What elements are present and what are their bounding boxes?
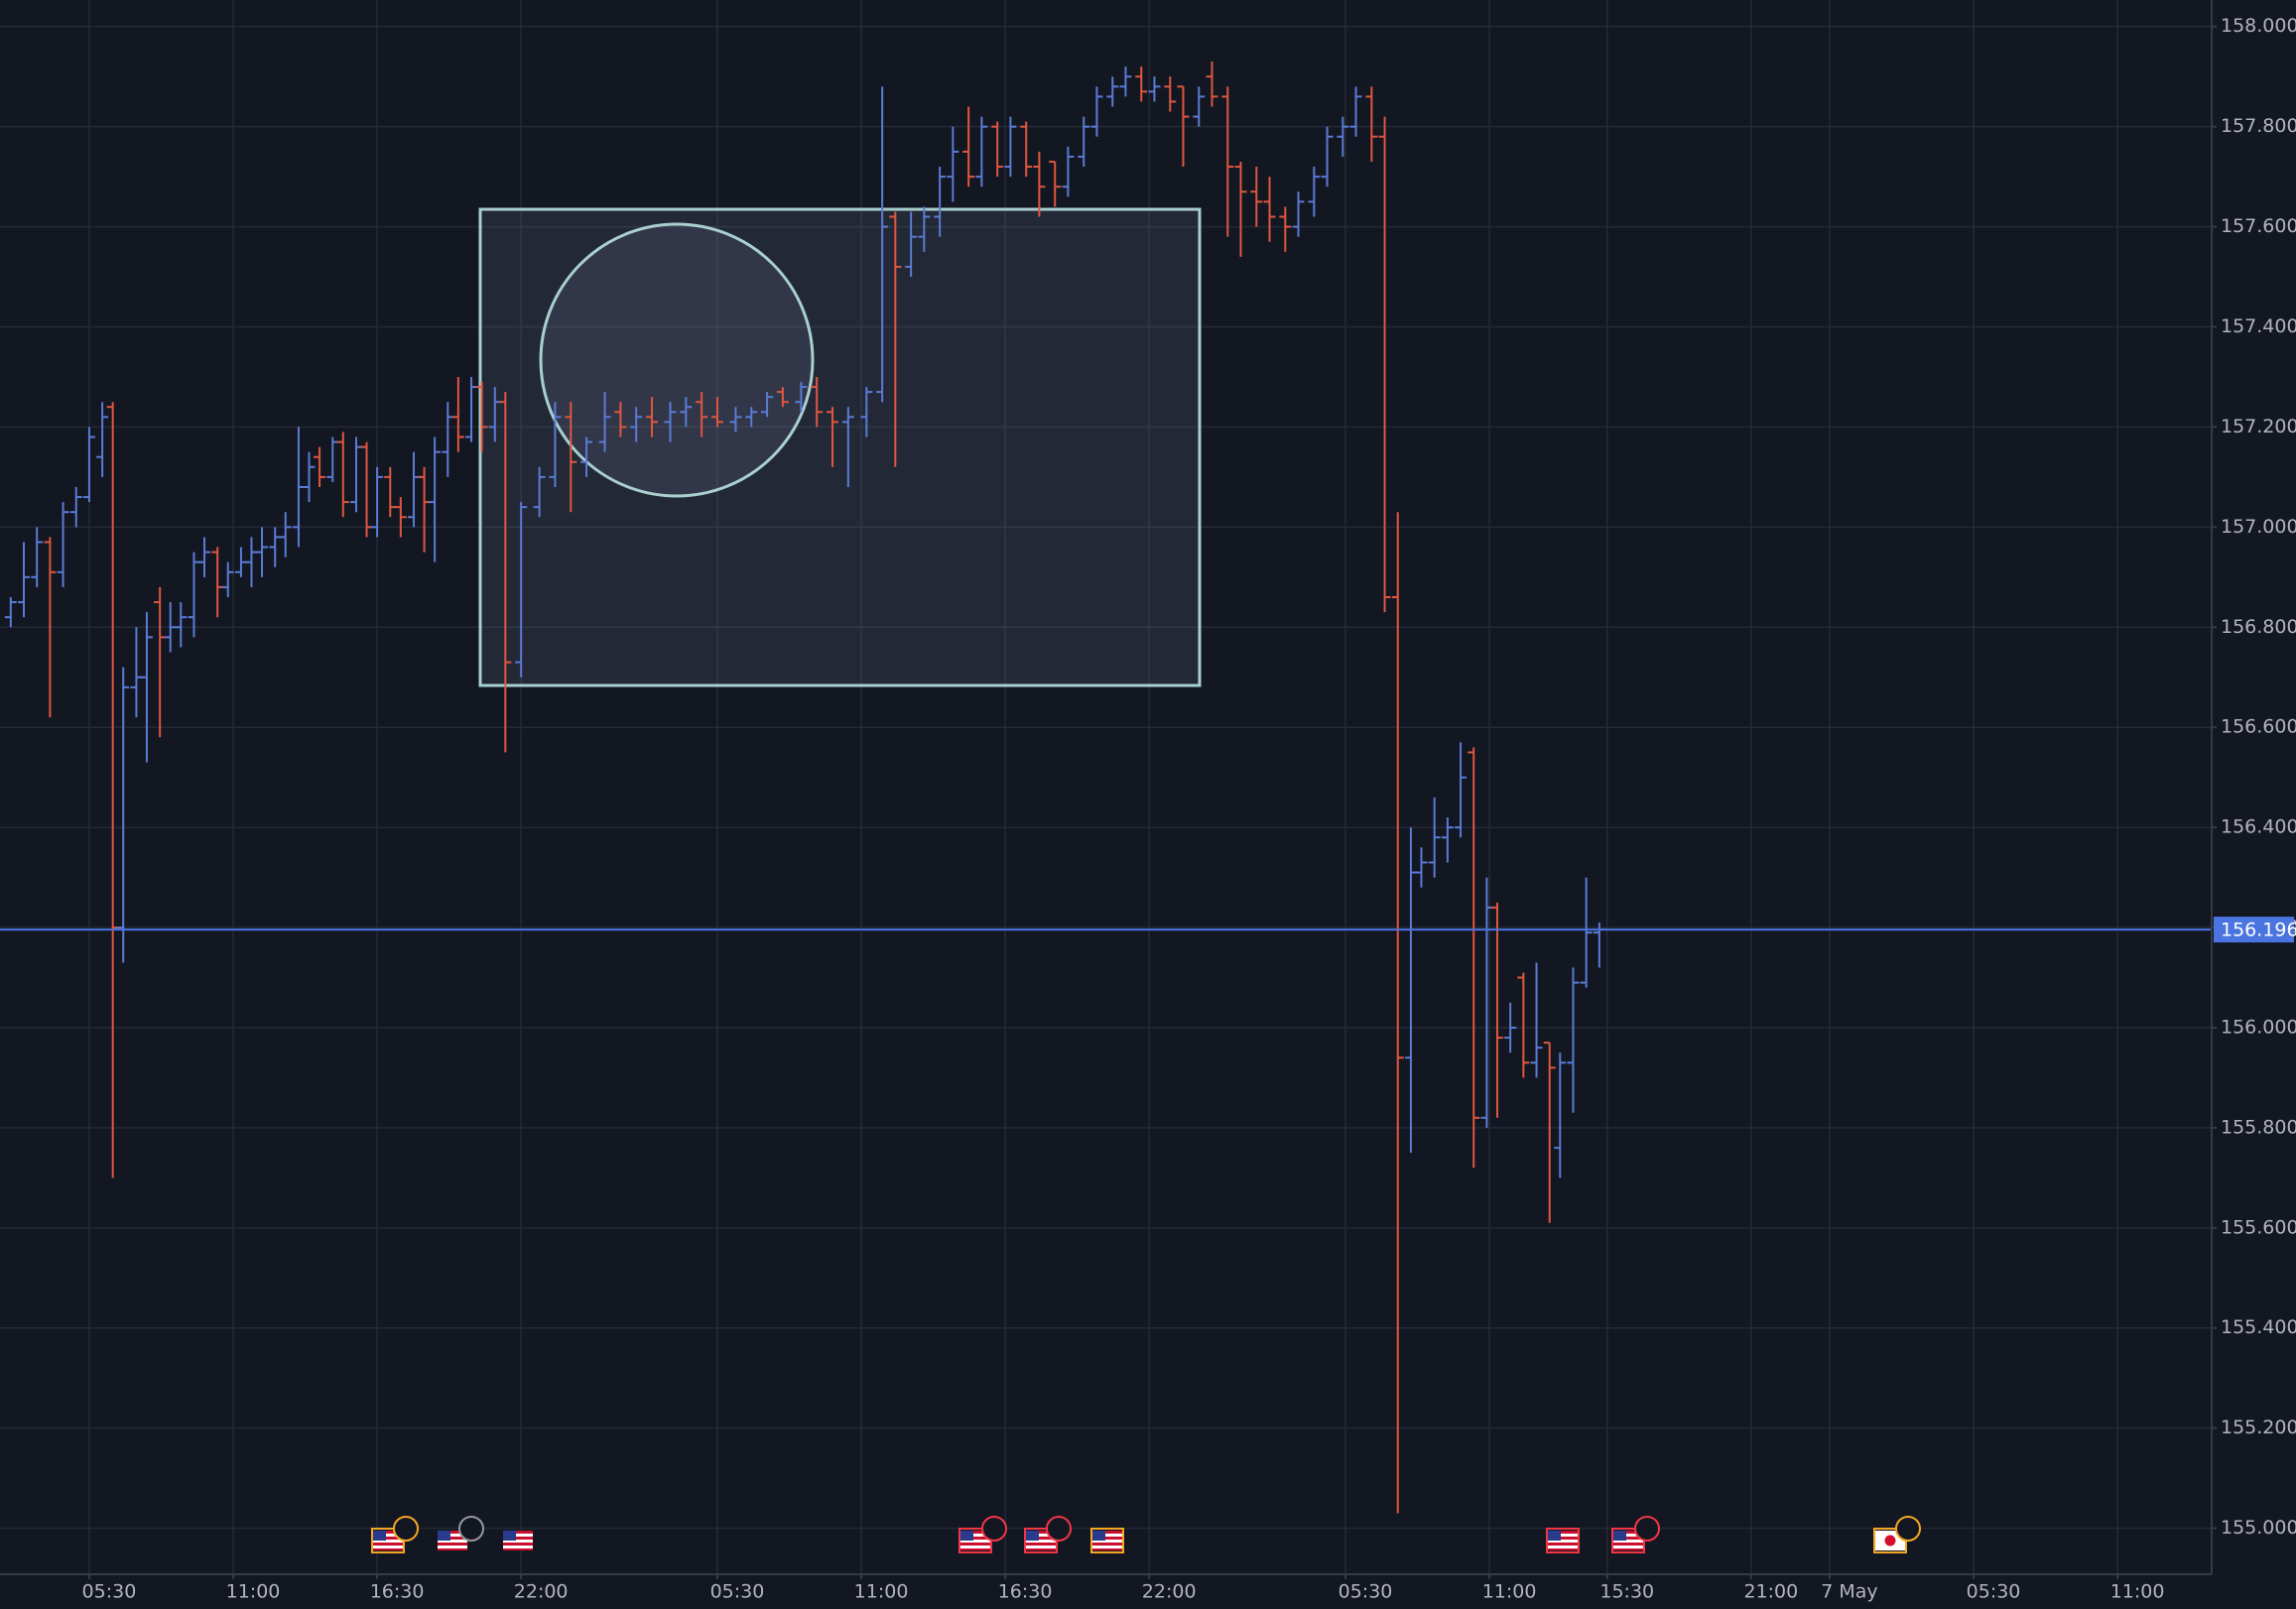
last-price-label: 156.196	[2221, 920, 2296, 941]
y-tick-label: 155.600	[2221, 1216, 2296, 1238]
flag-us	[1548, 1531, 1578, 1550]
x-tick-label: 21:00	[1743, 1581, 1798, 1603]
bars	[0, 62, 2211, 1514]
x-tick-label: 22:00	[514, 1581, 569, 1603]
x-tick-label: 05:30	[710, 1581, 765, 1603]
x-tick-label: 05:30	[1967, 1581, 2021, 1603]
x-tick-label: 11:00	[854, 1581, 909, 1603]
x-tick-label: 11:00	[226, 1581, 281, 1603]
axis-labels: 155.000 155.200 155.400 155.600 155.800 156.0…	[82, 15, 2296, 1602]
x-tick-label: 05:30	[1339, 1581, 1393, 1603]
y-tick-label: 156.600	[2221, 716, 2296, 738]
grid	[0, 0, 2211, 1573]
y-tick-label: 155.400	[2221, 1316, 2296, 1338]
x-tick-label: 15:30	[1599, 1581, 1654, 1603]
x-tick-label: 11:00	[1482, 1581, 1537, 1603]
event-dot[interactable]	[981, 1516, 1007, 1542]
event-dot[interactable]	[393, 1516, 419, 1542]
event-us[interactable]	[1546, 1528, 1580, 1553]
y-tick-label: 158.000	[2221, 15, 2296, 37]
flag-us	[1092, 1531, 1122, 1550]
y-tick-label: 155.200	[2221, 1417, 2296, 1438]
event-dot[interactable]	[1895, 1516, 1921, 1542]
rectangle-drawing[interactable]	[478, 207, 1202, 687]
y-tick-label: 156.400	[2221, 816, 2296, 838]
x-tick-label: 16:30	[370, 1581, 425, 1603]
circle-drawing[interactable]	[539, 222, 815, 498]
event-dot[interactable]	[458, 1516, 484, 1542]
flag-us	[503, 1531, 533, 1550]
event-frame	[1546, 1528, 1580, 1553]
x-tick-label: 7 May	[1821, 1581, 1877, 1603]
y-tick-label: 157.800	[2221, 115, 2296, 137]
event-us[interactable]	[503, 1531, 533, 1550]
x-tick-label: 22:00	[1142, 1581, 1197, 1603]
x-tick-label: 16:30	[998, 1581, 1053, 1603]
y-tick-label: 156.800	[2221, 616, 2296, 638]
y-tick-label: 155.800	[2221, 1116, 2296, 1138]
event-dot[interactable]	[1634, 1516, 1660, 1542]
x-tick-label: 11:00	[2110, 1581, 2165, 1603]
y-tick-label: 157.200	[2221, 416, 2296, 437]
y-tick-label: 157.000	[2221, 516, 2296, 538]
y-tick-label: 156.000	[2221, 1016, 2296, 1038]
event-us[interactable]	[1090, 1528, 1124, 1553]
y-tick-label: 155.000	[2221, 1517, 2296, 1539]
economic-events	[371, 1516, 1921, 1553]
y-tick-label: 157.400	[2221, 315, 2296, 337]
event-frame	[1090, 1528, 1124, 1553]
last-price-box	[2214, 917, 2294, 943]
event-dot[interactable]	[1046, 1516, 1072, 1542]
y-tick-label: 157.600	[2221, 215, 2296, 237]
x-tick-label: 05:30	[82, 1581, 137, 1603]
